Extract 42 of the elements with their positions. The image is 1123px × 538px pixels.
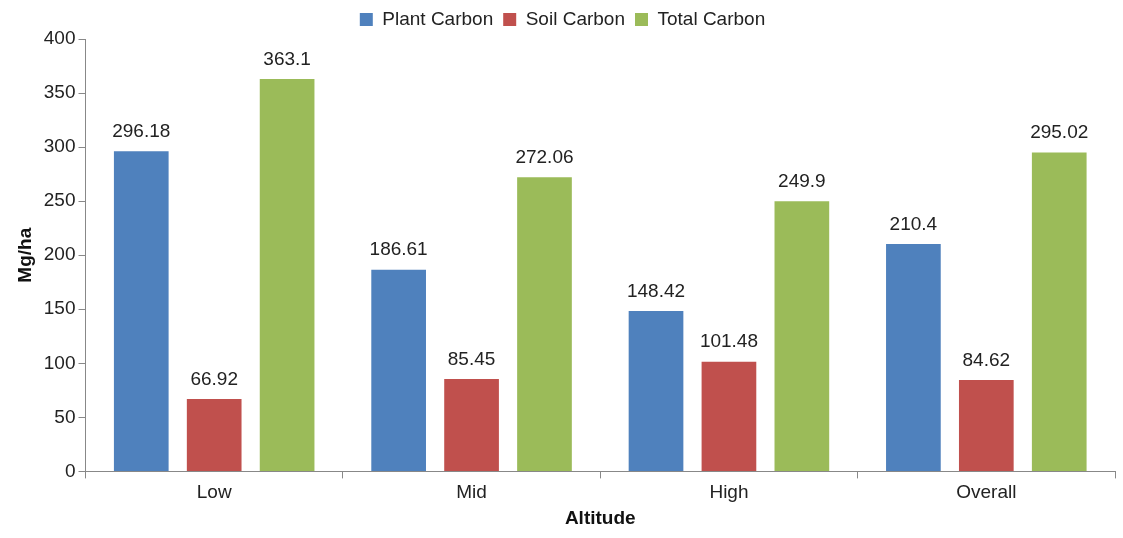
bar: [517, 177, 572, 471]
legend-label: Plant Carbon: [382, 7, 494, 29]
data-label: 85.45: [447, 347, 496, 369]
legend-label: Soil Carbon: [525, 7, 625, 29]
data-label: 295.02: [1030, 121, 1089, 143]
bar: [701, 361, 757, 471]
y-tick-label: 300: [43, 135, 76, 157]
bar: [886, 243, 941, 471]
data-label: 296.18: [112, 119, 171, 141]
data-label: 101.48: [699, 330, 758, 352]
bar: [774, 201, 830, 471]
y-tick-label: 50: [54, 405, 76, 427]
x-tick-label: Overall: [956, 481, 1017, 503]
y-axis-title: Mg/ha: [13, 227, 35, 283]
y-tick-label: 400: [43, 27, 76, 49]
y-tick-label: 200: [43, 243, 76, 265]
y-tick-label: 350: [43, 81, 76, 103]
bar: [1031, 152, 1087, 471]
y-tick-label: 150: [43, 297, 76, 319]
data-label: 66.92: [190, 367, 238, 389]
bar: [371, 269, 426, 471]
bar: [628, 310, 684, 471]
y-tick-label: 100: [43, 351, 76, 373]
legend-label: Total Carbon: [657, 7, 766, 29]
x-tick-label: Mid: [456, 481, 487, 503]
data-label: 249.9: [778, 169, 826, 191]
bar: [113, 151, 169, 471]
bar: [259, 78, 315, 471]
bar: [958, 379, 1014, 471]
bar: [186, 399, 242, 471]
data-label: 272.06: [515, 146, 574, 168]
data-label: 210.4: [889, 212, 938, 234]
data-label: 186.61: [369, 238, 428, 260]
data-label: 363.1: [263, 47, 311, 69]
data-label: 148.42: [626, 279, 686, 301]
x-axis-title: Altitude: [564, 506, 636, 528]
data-label: 84.62: [962, 348, 1011, 370]
bar: [444, 379, 499, 471]
y-tick-label: 250: [43, 189, 76, 211]
x-tick-label: Low: [196, 481, 232, 503]
y-tick-label: 0: [64, 459, 76, 481]
x-tick-label: High: [709, 481, 749, 503]
